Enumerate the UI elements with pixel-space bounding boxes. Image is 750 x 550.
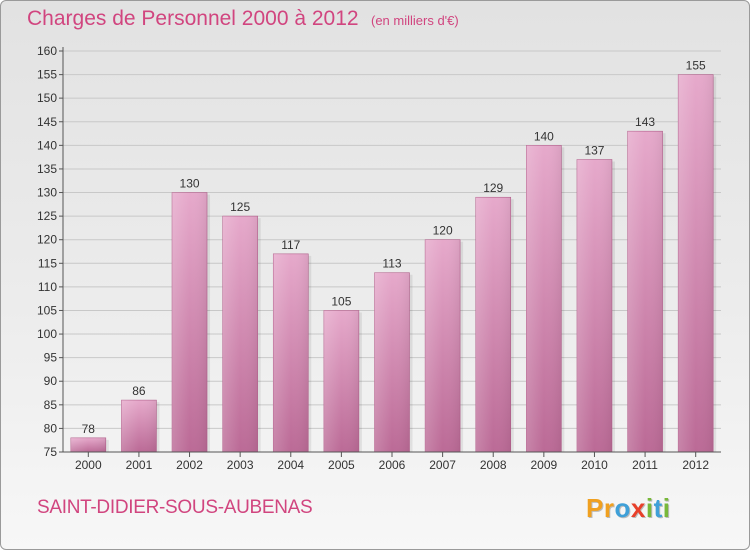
y-tick-label: 150 — [37, 91, 57, 105]
bar-highlight — [323, 310, 359, 452]
y-tick-label: 115 — [38, 256, 57, 270]
bar-highlight — [475, 197, 511, 452]
x-tick-label: 2010 — [581, 458, 608, 472]
y-tick-label: 160 — [37, 44, 57, 58]
chart-title: Charges de Personnel 2000 à 2012 — [27, 7, 359, 30]
bar-highlight — [678, 74, 714, 453]
data-label: 105 — [331, 294, 351, 308]
data-label: 78 — [82, 422, 96, 436]
logo-letter: t — [653, 493, 663, 523]
bar-highlight — [627, 131, 663, 452]
bars: 78 86 130 125 117 105 113 120 129 140 137 143 155 — [70, 59, 717, 453]
data-label: 155 — [686, 59, 706, 73]
y-tick-label: 80 — [44, 421, 58, 435]
logo-letter: o — [614, 493, 631, 523]
x-tick-label: 2000 — [75, 458, 102, 472]
data-label: 143 — [635, 115, 655, 129]
y-tick-label: 130 — [37, 186, 57, 200]
data-label: 117 — [281, 238, 300, 252]
y-tick-label: 90 — [44, 374, 58, 388]
logo-letter: P — [586, 493, 604, 523]
x-tick-label: 2007 — [429, 458, 456, 472]
data-label: 125 — [230, 200, 250, 214]
x-tick-label: 2012 — [682, 458, 709, 472]
y-tick-label: 145 — [37, 115, 57, 129]
bar-highlight — [70, 437, 106, 452]
bar-highlight — [121, 400, 157, 452]
data-label: 130 — [180, 177, 200, 191]
y-tick-label: 155 — [37, 68, 57, 82]
y-tick-label: 105 — [37, 303, 57, 317]
logo-letter: i — [662, 493, 671, 523]
y-tick-label: 75 — [44, 445, 58, 459]
x-tick-label: 2001 — [126, 458, 153, 472]
x-tick-label: 2006 — [379, 458, 406, 472]
x-tick-label: 2003 — [227, 458, 254, 472]
logo-letter: r — [603, 493, 615, 523]
x-tick-label: 2011 — [632, 458, 658, 472]
bar-highlight — [425, 239, 461, 452]
y-tick-label: 125 — [37, 209, 57, 223]
x-tick-label: 2005 — [328, 458, 355, 472]
y-tick-label: 95 — [44, 351, 58, 365]
y-tick-label: 110 — [38, 280, 57, 294]
x-tick-label: 2002 — [176, 458, 203, 472]
bar-highlight — [374, 272, 410, 452]
logo-letter: i — [645, 493, 654, 523]
commune-name: SAINT-DIDIER-SOUS-AUBENAS — [37, 497, 313, 518]
data-label: 129 — [483, 181, 503, 195]
data-label: 86 — [132, 384, 146, 398]
x-tick-label: 2004 — [277, 458, 304, 472]
bar-highlight — [273, 253, 309, 452]
x-tick-label: 2009 — [530, 458, 557, 472]
y-tick-label: 140 — [37, 138, 57, 152]
proxiti-logo: Proxiti — [586, 493, 670, 524]
bar-highlight — [172, 192, 208, 452]
y-tick-label: 85 — [44, 398, 58, 412]
axes: 75 80 85 90 95 100 105 110 115 120 125 130 135 140 145… — [37, 44, 721, 472]
data-label: 140 — [534, 129, 554, 143]
data-label: 120 — [433, 224, 453, 238]
data-label: 113 — [382, 257, 401, 271]
bar-highlight — [222, 216, 258, 452]
logo-letter: x — [630, 493, 646, 523]
bar-highlight — [576, 159, 612, 452]
y-tick-label: 120 — [37, 233, 57, 247]
data-label: 137 — [584, 144, 604, 158]
x-tick-label: 2008 — [480, 458, 507, 472]
chart-subtitle: (en milliers d'€) — [371, 13, 459, 28]
y-tick-label: 135 — [37, 162, 57, 176]
bar-highlight — [526, 145, 562, 452]
y-tick-label: 100 — [37, 327, 57, 341]
